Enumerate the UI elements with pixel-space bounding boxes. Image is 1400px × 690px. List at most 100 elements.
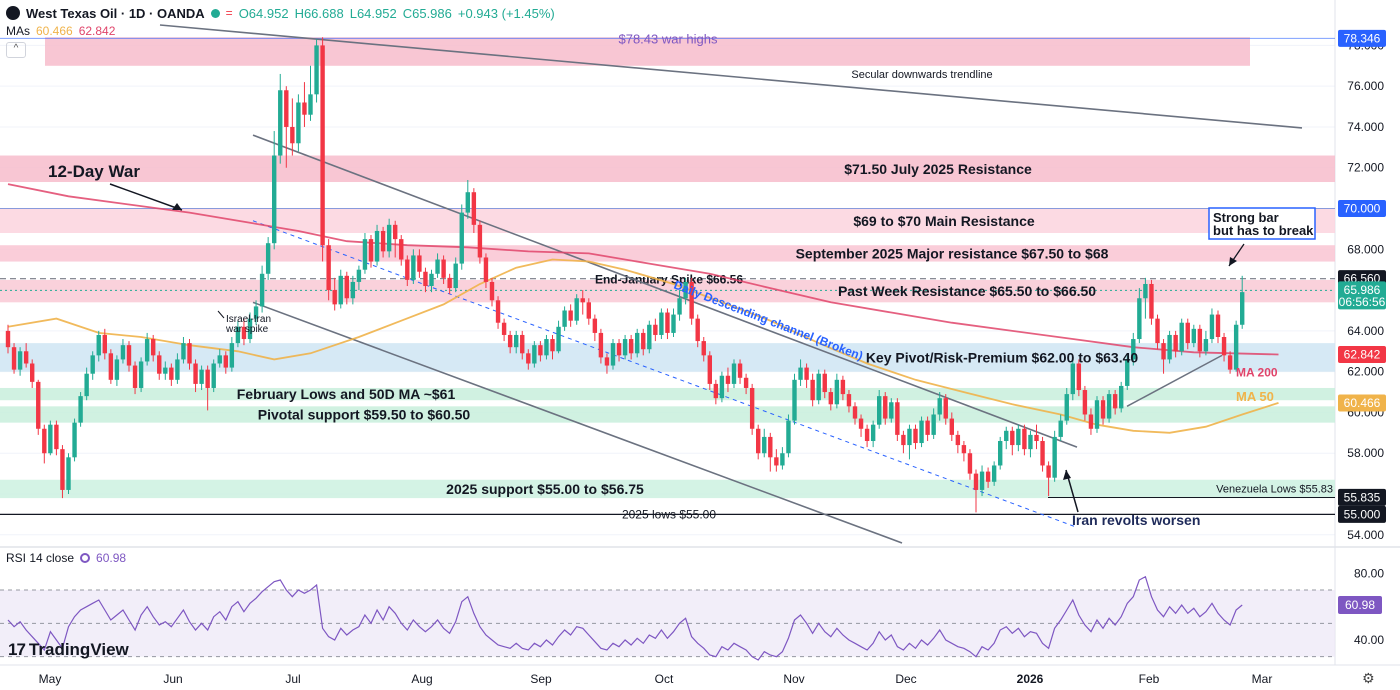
candle-body [574, 298, 579, 321]
end-january-label: End-January Spike $66.56 [595, 273, 743, 287]
candle-body [907, 428, 912, 446]
rsi-legend[interactable]: RSI 14 close 60.98 [6, 551, 126, 565]
candle-body [417, 255, 422, 272]
candle [459, 204, 464, 270]
candle-body [108, 353, 114, 380]
zone-band [0, 245, 1335, 262]
candle-body [665, 312, 670, 333]
candle-body [144, 339, 150, 362]
candle-body [943, 398, 948, 419]
zone-label: Key Pivot/Risk-Premium $62.00 to $63.40 [866, 349, 1139, 365]
candle-body [175, 359, 180, 380]
candle-body [66, 457, 71, 490]
zone-label: $71.50 July 2025 Resistance [844, 161, 1032, 177]
price-badge-label: 78.346 [1344, 31, 1381, 45]
candle [338, 269, 343, 309]
candle [1179, 318, 1184, 356]
time-tick-label: Mar [1252, 672, 1273, 686]
candle-body [217, 355, 222, 364]
candle [205, 365, 210, 411]
candle [169, 363, 174, 386]
candle-body [562, 310, 567, 327]
rsi-panel [0, 575, 1335, 661]
candle-body [126, 345, 132, 366]
candle-body [635, 332, 640, 354]
candle [846, 390, 852, 413]
candle [580, 290, 585, 315]
candle-body [368, 239, 374, 262]
candle [683, 277, 688, 305]
candle [562, 306, 567, 331]
candle-body [913, 428, 918, 444]
market-status-icon [210, 8, 220, 18]
zone-label: Past Week Resistance $65.50 to $66.50 [838, 283, 1096, 299]
candle-body [931, 414, 936, 435]
candle-body [1064, 394, 1069, 421]
candle-body [211, 363, 216, 388]
candle [48, 420, 53, 456]
candle-body [877, 396, 882, 425]
candle-body [1167, 334, 1172, 360]
candle-body [550, 339, 555, 352]
candle [1173, 330, 1178, 358]
candle [737, 359, 743, 384]
candle-body [1191, 328, 1196, 344]
candle-body [526, 353, 531, 364]
candle [1022, 424, 1027, 456]
war-arrowhead-icon [172, 203, 182, 210]
candle-body [1215, 314, 1221, 337]
candle [1010, 426, 1015, 456]
candle [538, 341, 543, 362]
zone-label: September 2025 Major resistance $67.50 t… [796, 245, 1109, 261]
candle-body [471, 192, 477, 225]
zone-band [0, 406, 1335, 423]
candle-body [235, 326, 241, 344]
candle [1070, 359, 1075, 401]
rsi-settings-icon[interactable] [80, 553, 91, 563]
candle [913, 424, 918, 450]
candle [550, 334, 555, 360]
candle-body [302, 102, 307, 115]
candle [265, 237, 271, 280]
candle [592, 314, 598, 342]
candle-body [1106, 394, 1112, 419]
gear-icon[interactable]: ⚙ [1362, 670, 1375, 686]
time-axis: May Jun Jul Aug Sep Oct Nov Dec 2026 Feb Mar [39, 672, 1273, 686]
candle [1191, 324, 1196, 348]
brand-logo[interactable]: 17 TradingView [8, 640, 129, 660]
candle [647, 320, 652, 354]
zone-labels: $78.43 war highs $71.50 July 2025 Resista… [237, 31, 1139, 497]
candle-body [393, 224, 398, 240]
candle-body [1161, 343, 1166, 360]
candle [1143, 277, 1148, 319]
rsi-tick-label: 40.00 [1354, 633, 1384, 647]
candle [1209, 308, 1215, 344]
candle-body [374, 230, 380, 262]
candle-body [580, 298, 585, 303]
candle-body [314, 45, 319, 95]
candle [725, 367, 731, 393]
candle [320, 37, 325, 262]
candle-body [683, 281, 688, 299]
venezuela-lows-label: Venezuela Lows $55.83 [1216, 483, 1333, 495]
candle-body [1112, 394, 1118, 409]
candle [937, 392, 942, 421]
candle [895, 398, 900, 441]
candle-body [985, 471, 991, 482]
candle [1167, 330, 1172, 364]
candle-body [223, 355, 228, 368]
symbol-title[interactable]: West Texas Oil · 1D · OANDA [26, 5, 205, 21]
collapse-legend-button[interactable]: ^ [6, 42, 26, 58]
candle-body [30, 363, 35, 382]
candle [308, 65, 313, 121]
rsi-tick-label: 80.00 [1354, 566, 1384, 580]
ma-legend-label: MAs [6, 24, 30, 38]
ma-legend[interactable]: MAs 60.466 62.842 [6, 24, 115, 38]
candle-body [641, 332, 646, 350]
candle-body [713, 383, 719, 399]
candle-body [1155, 318, 1160, 344]
candle-body [229, 343, 235, 368]
candle-body [296, 102, 301, 144]
candle-body [1197, 328, 1203, 352]
